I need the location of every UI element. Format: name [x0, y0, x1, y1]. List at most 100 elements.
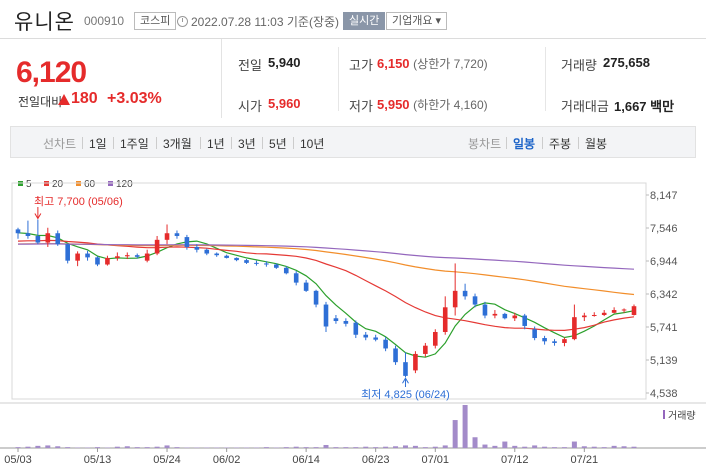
candle-body [204, 249, 210, 254]
candle-body [105, 257, 110, 265]
legend-label: 60 [84, 179, 96, 190]
volume-bar [482, 444, 488, 448]
change-label: 전일대비 [18, 95, 63, 109]
upper-limit: (상한가 7,720) [413, 57, 488, 71]
tab-monthly-candle[interactable]: 월봉 [585, 137, 608, 151]
stat-volume: 거래량 275,658 [561, 55, 650, 74]
candle-body [442, 307, 448, 332]
tab-separator [542, 137, 543, 149]
volume-bar [164, 445, 170, 448]
volume-bar [363, 446, 369, 448]
candle-body [45, 233, 51, 243]
market-badge: 코스피 [134, 12, 177, 30]
x-tick-label: 06/14 [292, 454, 320, 466]
moving-averages [17, 232, 635, 358]
x-tick-label: 07/21 [571, 454, 599, 466]
tab-separator [156, 137, 157, 149]
tab-weekly-candle[interactable]: 주봉 [549, 137, 572, 151]
candle-body [482, 304, 488, 316]
tab-3month[interactable]: 3개월 [163, 137, 192, 151]
company-info-dropdown[interactable]: 기업개요 ▾ [386, 12, 448, 30]
candle-body [75, 253, 80, 261]
volume-bar [393, 446, 399, 448]
x-tick-label: 05/03 [4, 454, 32, 466]
candle-body [532, 329, 537, 339]
candle-body [373, 337, 378, 340]
x-tick-label: 05/13 [84, 454, 112, 466]
tab-1day[interactable]: 1일 [89, 137, 107, 151]
chart-annotations: 최고 7,700 (05/06) 최저 4,825 (06/24) [34, 195, 450, 401]
candle-body [363, 334, 369, 338]
candle-body [303, 282, 309, 291]
candle-body [393, 348, 398, 363]
stat-label: 거래량 [561, 58, 597, 73]
volume-bar [114, 446, 120, 448]
stat-value: 275,658 [603, 55, 650, 70]
candle-body [601, 312, 607, 315]
candle-body [144, 253, 150, 261]
candle-body [631, 306, 637, 315]
price-summary [0, 39, 222, 118]
high-value: 6,150 [377, 56, 410, 71]
volume-bar [35, 445, 41, 448]
volume-bar [452, 420, 458, 448]
volume-bar [631, 446, 637, 448]
y-tick-label: 5,139 [650, 355, 678, 367]
candle-chart-tab[interactable]: 봉차트 [468, 137, 502, 151]
low-value: 5,950 [377, 97, 410, 112]
candle-body [323, 304, 329, 327]
x-tick-label: 07/01 [422, 454, 450, 466]
candles [15, 219, 637, 378]
as-of-timestamp: 2022.07.28 11:03 기준(장중) [191, 15, 340, 29]
candle-body [462, 290, 468, 297]
volume-bar [472, 437, 478, 448]
candle-body [552, 341, 557, 343]
volume-bar [293, 446, 299, 448]
candle-body [164, 233, 170, 240]
volume-bar [263, 447, 269, 448]
tab-1week[interactable]: 1주일 [120, 137, 149, 151]
candle-body [95, 257, 100, 265]
stat-open: 시가 5,960 [238, 96, 301, 115]
realtime-button[interactable]: 실시간 [343, 12, 386, 30]
volume-bar [154, 446, 160, 448]
legend-label: 120 [116, 179, 133, 190]
volume-bar [571, 441, 577, 448]
candle-body [582, 315, 587, 318]
candle-body [85, 253, 90, 258]
candle-body [55, 233, 61, 245]
header-divider [0, 38, 706, 39]
volume-bar [621, 446, 627, 448]
x-tick-label: 07/12 [501, 454, 529, 466]
candle-body [522, 315, 528, 326]
line-chart-tab[interactable]: 선차트 [43, 137, 77, 151]
candle-body [184, 237, 190, 247]
stat-value: 5,950 (하한가 4,160) [377, 96, 488, 113]
volume-bar [94, 447, 100, 448]
stock-code: 000910 [84, 14, 125, 28]
chart-axes: 8,147 7,546 6,944 6,342 5,741 5,139 4,538 05/03… [4, 190, 677, 466]
tab-3year[interactable]: 3년 [238, 137, 256, 151]
tab-5year[interactable]: 5년 [269, 137, 287, 151]
tab-10year[interactable]: 10년 [300, 137, 325, 151]
tab-separator [506, 137, 507, 149]
volume-bar [412, 445, 418, 448]
stat-high: 고가 6,150 (상한가 7,720) [349, 55, 488, 74]
y-tick-label: 7,546 [650, 223, 678, 235]
lower-limit: (하한가 4,160) [413, 98, 488, 112]
volume-bar [492, 445, 498, 448]
price-change: 180 [71, 90, 98, 107]
tab-1year[interactable]: 1년 [207, 137, 225, 151]
stat-prev-close: 전일 5,940 [238, 55, 301, 74]
candle-body [383, 339, 388, 349]
volume-bar [373, 447, 379, 448]
tab-daily-candle[interactable]: 일봉 [513, 137, 536, 151]
ma-line-5 [17, 232, 635, 358]
volume-bar [462, 405, 468, 448]
candle-body [343, 321, 349, 324]
volume-bar [432, 446, 438, 448]
volume-bar [581, 446, 587, 448]
clock-icon [177, 16, 188, 27]
volume-bar [611, 445, 617, 448]
